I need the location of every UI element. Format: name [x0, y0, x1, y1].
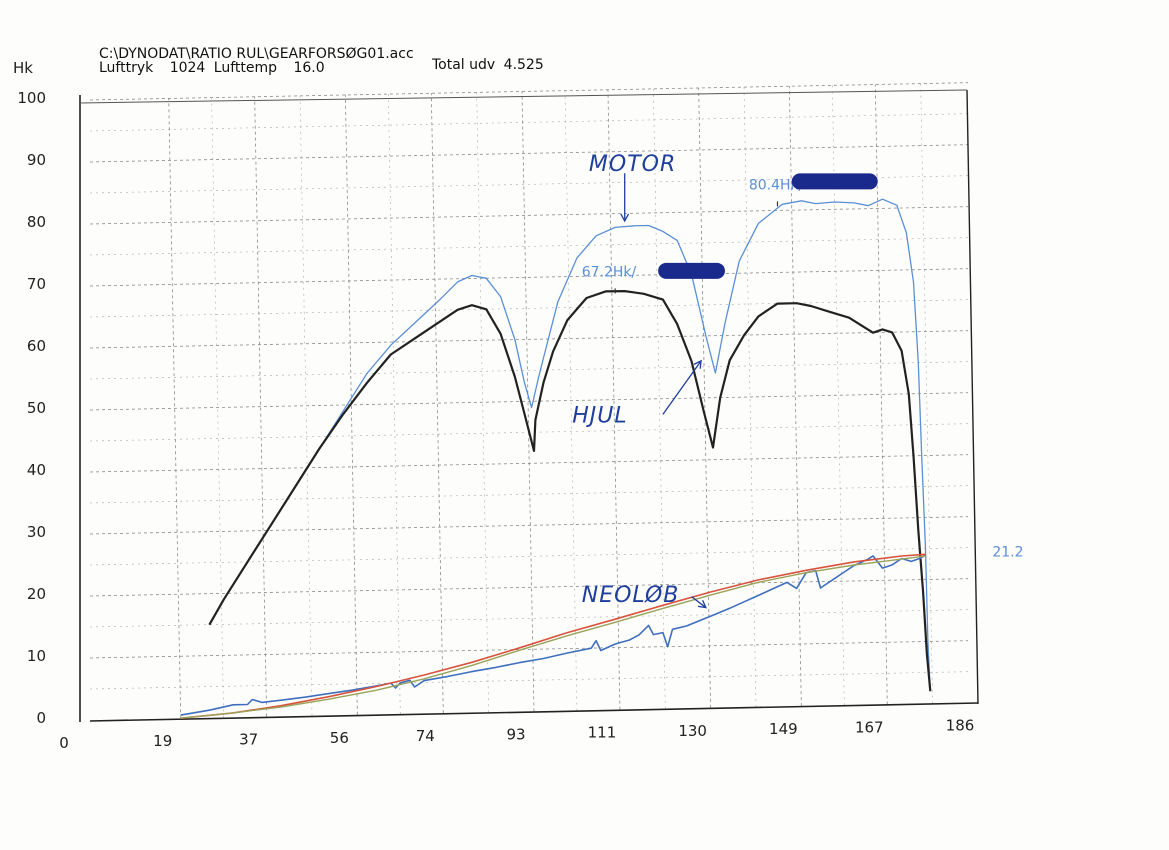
grid-line-v [698, 87, 712, 708]
grid-line-h-minor [89, 175, 969, 194]
grid-line-v [344, 94, 358, 715]
x-tick-label: 111 [588, 724, 617, 742]
grid-line-v [211, 97, 224, 718]
grid-line-v [788, 86, 802, 707]
grid-line-h [89, 268, 969, 287]
right-axis-line [966, 89, 979, 705]
grid-line-v [521, 91, 535, 712]
y-tick-label: 40 [27, 461, 46, 479]
y-tick-label: 80 [27, 213, 46, 231]
handwritten-label: NEOLØB [582, 583, 680, 608]
grid-line-v [430, 93, 444, 714]
y-tick-label: 30 [27, 523, 46, 541]
grid-line-v [168, 98, 182, 719]
lufttemp-label: Lufttemp [213, 60, 278, 76]
grid-line-v [476, 92, 489, 713]
grid-line-v [564, 90, 578, 711]
grid-line-h-minor [89, 609, 969, 628]
handwritten-label: MOTOR [589, 152, 676, 177]
grid-line-v [388, 93, 401, 714]
series-line-smooth_red [180, 553, 926, 719]
axes [79, 89, 979, 722]
handwritten-label: HJUL [572, 403, 627, 428]
y-tick-label: 70 [27, 275, 46, 293]
handwritten-arrowhead [697, 599, 707, 609]
x-tick-label: 186 [946, 717, 975, 735]
grid-line-h [89, 206, 969, 225]
total-udv-value: 4.525 [503, 57, 544, 73]
lufttryk-value: 1024 [169, 60, 206, 76]
grid-line-h [89, 578, 969, 597]
x-tick-label: 37 [239, 731, 258, 749]
handwritten-arrow [691, 596, 707, 609]
file-path: C:\DYNODAT\RATIO RUL\GEARFORSØG01.acc [99, 46, 414, 62]
x-tick-label: 93 [506, 725, 525, 743]
grid-line-h-minor [89, 299, 969, 318]
grid-line-h-minor [89, 113, 969, 132]
grid-line-h-minor [89, 671, 969, 690]
y-axis-title: Hk [13, 59, 33, 77]
y-tick-label: 90 [27, 151, 46, 169]
grid-line-v [874, 84, 888, 705]
grid-line-h-minor [89, 547, 969, 566]
grid-line-h [89, 330, 969, 349]
conditions-row: Lufttryk 1024 Lufttemp 16.0 [99, 60, 325, 76]
handwritten-notes: MOTOR HJUL NEOLØB [572, 152, 707, 609]
lufttemp-value: 16.0 [293, 60, 325, 76]
annotations: 80.4Hk/67.2Hk/21.2 [582, 173, 1023, 561]
x-tick-label: 74 [416, 727, 435, 745]
x-tick-label: 130 [678, 722, 707, 740]
redaction-mark [791, 173, 878, 190]
total-udv: Total udv 4.525 [432, 57, 544, 73]
grid-line-h [89, 144, 969, 163]
handwritten-arrow [662, 360, 702, 415]
annotation-label: 67.2Hk/ [582, 264, 637, 280]
grid-line-h-minor [89, 237, 969, 256]
lufttryk-label: Lufttryk [99, 60, 154, 76]
series-line-loss [180, 554, 926, 716]
tick-labels: 0 10 20 30 40 50 60 70 80 90 100 0 19 37 56 74 93 111 130 1… [17, 89, 974, 752]
y-tick-label: 0 [36, 709, 46, 727]
grid-line-h [89, 516, 969, 535]
series [180, 198, 932, 719]
annotation-label: 21.2 [992, 545, 1023, 561]
grid [89, 82, 969, 719]
series-line-motor [208, 198, 931, 692]
grid-line-h-minor [89, 485, 969, 504]
top-axis-line [79, 89, 968, 104]
y-tick-label: 20 [27, 585, 46, 603]
grid-line-v [920, 83, 933, 704]
x-tick-label: 0 [59, 734, 69, 752]
grid-line-h [89, 640, 969, 659]
series-line-smooth_olive [180, 555, 926, 719]
redaction-mark [658, 262, 725, 279]
handwritten-arrowhead [620, 213, 630, 223]
y-tick-label: 10 [27, 647, 46, 665]
y-tick-label: 60 [27, 337, 46, 355]
handwritten-arrowhead [693, 359, 702, 369]
grid-line-h-minor [89, 361, 969, 380]
grid-line-v [743, 87, 757, 708]
grid-line-v [299, 95, 313, 716]
grid-line-v [607, 89, 621, 710]
x-tick-label: 19 [153, 732, 172, 750]
grid-line-h [89, 392, 969, 411]
x-tick-label: 56 [330, 729, 349, 747]
bottom-axis-line [89, 702, 979, 722]
grid-line-h [89, 82, 969, 101]
total-udv-label: Total udv [432, 57, 496, 73]
annotation-label: 80.4Hk/ [749, 177, 804, 193]
x-tick-label: 149 [769, 720, 798, 738]
y-tick-label: 100 [17, 89, 46, 107]
grid-line-v [254, 96, 268, 717]
series-line-hjul [208, 290, 932, 692]
y-tick-label: 50 [27, 399, 46, 417]
x-tick-label: 167 [855, 718, 884, 736]
